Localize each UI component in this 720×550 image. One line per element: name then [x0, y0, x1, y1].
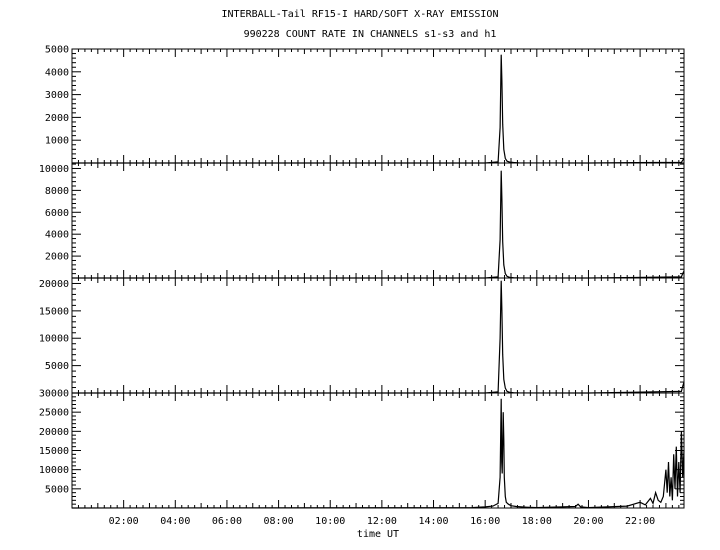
x-tick-label: 02:00: [109, 516, 139, 527]
x-tick-label: 10:00: [315, 516, 345, 527]
x-tick-label: 20:00: [573, 516, 603, 527]
series-line-s1: [72, 54, 685, 164]
y-tick-label: 8000: [45, 186, 69, 197]
y-tick-label: 20000: [39, 427, 69, 438]
y-tick-label: 15000: [39, 446, 69, 457]
y-tick-label: 5000: [45, 361, 69, 372]
y-tick-label: 4000: [45, 230, 69, 241]
panel-frame-h1: [71, 392, 685, 509]
x-tick-label: 18:00: [522, 516, 552, 527]
y-tick-label: 20000: [39, 279, 69, 290]
y-tick-label: 5000: [45, 45, 69, 56]
panel-frame-s3: [71, 277, 685, 394]
y-tick-label: 15000: [39, 306, 69, 317]
y-tick-label: 3000: [45, 90, 69, 101]
y-tick-label: 30000: [39, 389, 69, 400]
x-tick-label: 04:00: [160, 516, 190, 527]
y-tick-label: 1000: [45, 136, 69, 147]
y-tick-label: 10000: [39, 465, 69, 476]
y-tick-label: 25000: [39, 408, 69, 419]
x-axis-label: time UT: [357, 529, 399, 540]
x-tick-label: 08:00: [264, 516, 294, 527]
x-tick-label: 22:00: [625, 516, 655, 527]
x-tick-label: 12:00: [367, 516, 397, 527]
chart-subtitle: 990228 COUNT RATE IN CHANNELS s1-s3 and …: [243, 29, 497, 40]
y-tick-label: 2000: [45, 113, 69, 124]
y-tick-label: 5000: [45, 484, 69, 495]
panel-frame-s1: [71, 48, 685, 164]
x-tick-label: 14:00: [418, 516, 448, 527]
y-tick-label: 10000: [39, 164, 69, 175]
series-line-h1: [71, 398, 685, 509]
series-line-s3: [72, 280, 685, 394]
panel-frame-s2: [71, 162, 685, 279]
y-tick-label: 2000: [45, 252, 69, 263]
y-tick-label: 6000: [45, 208, 69, 219]
y-tick-label: 4000: [45, 67, 69, 78]
y-tick-label: 10000: [39, 334, 69, 345]
x-tick-label: 16:00: [470, 516, 500, 527]
series-line-s2: [72, 170, 685, 279]
chart-title: INTERBALL-Tail RF15-I HARD/SOFT X-RAY EM…: [221, 9, 499, 20]
x-tick-label: 06:00: [212, 516, 242, 527]
